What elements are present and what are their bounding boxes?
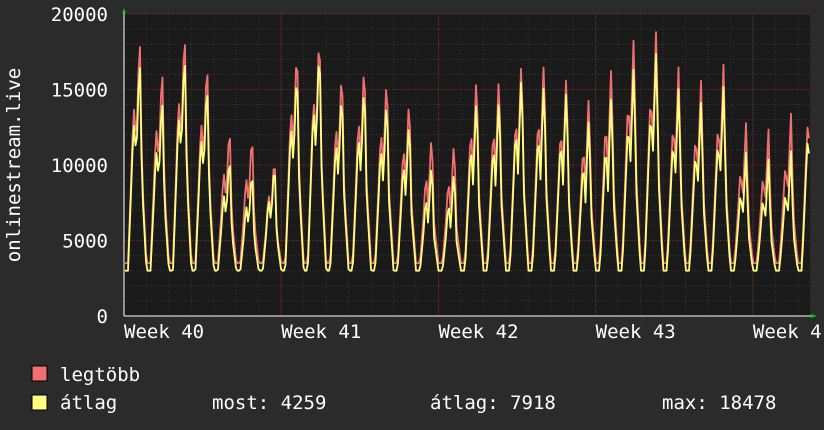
legend-label-avg: átlag <box>60 392 117 414</box>
y-axis-arrow-icon <box>122 8 126 13</box>
series-line-avg <box>125 53 810 272</box>
x-axis-arrow-icon <box>811 314 817 318</box>
x-tick-label: Week 43 <box>596 321 676 343</box>
x-axis-ticks: Week 40 Week 41 Week 42 Week 43 Week 4 <box>124 321 822 343</box>
x-tick-label: Week 42 <box>438 321 518 343</box>
y-tick-label: 5000 <box>62 231 108 253</box>
x-tick-label: Week 41 <box>281 321 361 343</box>
x-tick-label: Week 40 <box>124 321 204 343</box>
legend-swatch-avg <box>31 394 48 411</box>
x-tick-label: Week 4 <box>753 321 822 343</box>
y-tick-label: 20000 <box>51 4 108 26</box>
legend-label-max: legtöbb <box>60 364 140 386</box>
y-axis-label: onlinestream.live <box>3 68 25 262</box>
y-tick-label: 10000 <box>51 155 108 177</box>
y-tick-label: 0 <box>97 306 108 328</box>
legend-swatch-max <box>31 365 48 382</box>
y-axis-ticks: 0 5000 10000 15000 20000 <box>51 4 108 328</box>
y-tick-label: 15000 <box>51 80 108 102</box>
stat-maximum: max: 18478 <box>662 392 776 414</box>
stat-current: most: 4259 <box>212 392 326 414</box>
stat-average: átlag: 7918 <box>430 392 556 414</box>
series-layer <box>125 31 810 272</box>
